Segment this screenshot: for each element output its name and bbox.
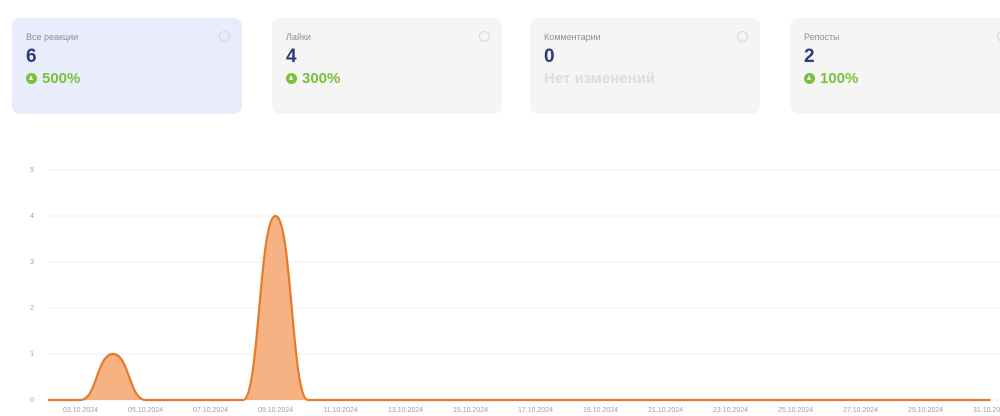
- line: [48, 214, 991, 402]
- y-tick-label: 3: [30, 259, 34, 266]
- card-label: Репосты: [804, 32, 840, 42]
- y-tick-label: 2: [30, 305, 34, 312]
- card-value: 6: [26, 46, 37, 67]
- card-value: 2: [804, 46, 815, 67]
- x-tick-label: 29.10.2024: [908, 407, 943, 414]
- area: [48, 216, 991, 400]
- x-tick-label: 21.10.2024: [648, 407, 683, 414]
- x-tick-label: 19.10.2024: [583, 407, 618, 414]
- info-icon[interactable]: [479, 31, 490, 42]
- y-tick-label: 0: [30, 397, 34, 404]
- change-text: 100%: [820, 70, 859, 87]
- card[interactable]: Лайки 4 300%: [272, 18, 502, 114]
- up-icon: [804, 73, 815, 84]
- card-label: Комментарии: [544, 32, 601, 42]
- change-text: 500%: [42, 70, 81, 87]
- y-tick-label: 4: [30, 213, 34, 220]
- up-icon: [286, 73, 297, 84]
- x-tick-label: 05.10.2024: [128, 407, 163, 414]
- card-change: Нет изменений: [544, 70, 746, 87]
- change-text: Нет изменений: [544, 70, 656, 87]
- card[interactable]: Все реакции 6 500%: [12, 18, 242, 114]
- y-tick-label: 1: [30, 351, 34, 358]
- card-change: 300%: [286, 70, 488, 87]
- card[interactable]: Комментарии 0 Нет изменений: [530, 18, 760, 114]
- x-tick-label: 03.10.2024: [63, 407, 98, 414]
- change-text: 300%: [302, 70, 341, 87]
- card-label: Лайки: [286, 32, 311, 42]
- x-tick-label: 11.10.2024: [323, 407, 358, 414]
- x-tick-label: 17.10.2024: [518, 407, 553, 414]
- card-value: 0: [544, 46, 555, 67]
- x-tick-label: 15.10.2024: [453, 407, 488, 414]
- card-value: 4: [286, 46, 297, 67]
- x-tick-label: 13.10.2024: [388, 407, 423, 414]
- x-tick-label: 07.10.2024: [193, 407, 228, 414]
- y-tick-label: 5: [30, 167, 34, 174]
- x-tick-label: 25.10.2024: [778, 407, 813, 414]
- card-change: 100%: [804, 70, 1000, 87]
- x-tick-label: 27.10.2024: [843, 407, 878, 414]
- info-icon[interactable]: [737, 31, 748, 42]
- card-label: Все реакции: [26, 32, 79, 42]
- x-tick-label: 31.10.2024: [973, 407, 1000, 414]
- up-icon: [26, 73, 37, 84]
- card[interactable]: Репосты 2 100%: [790, 18, 1000, 114]
- x-tick-label: 09.10.2024: [258, 407, 293, 414]
- info-icon[interactable]: [219, 31, 230, 42]
- x-tick-label: 23.10.2024: [713, 407, 748, 414]
- card-change: 500%: [26, 70, 228, 87]
